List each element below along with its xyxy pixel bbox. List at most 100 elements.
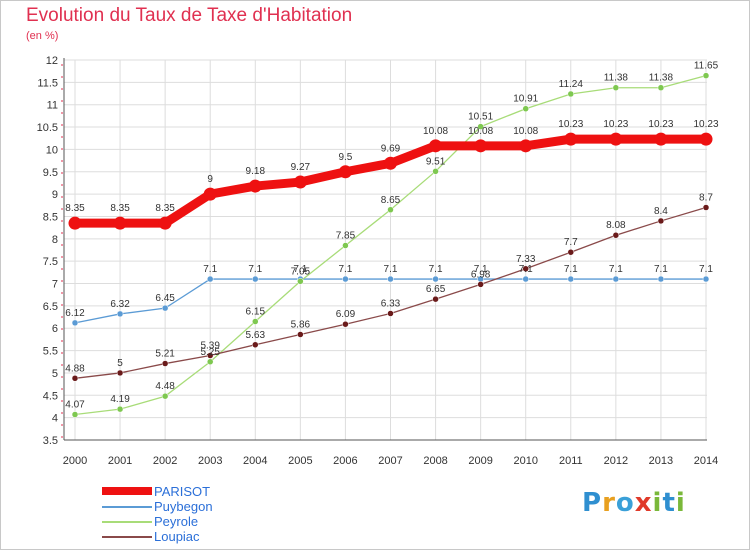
- data-label: 10.23: [648, 119, 673, 130]
- data-label: 10.23: [558, 119, 583, 130]
- data-point: [477, 281, 484, 288]
- data-point: [654, 132, 668, 146]
- data-point: [432, 295, 439, 303]
- data-label: 5.25: [200, 347, 220, 358]
- data-point: [699, 132, 713, 146]
- data-label: 10.08: [423, 126, 448, 137]
- data-label: 7.1: [293, 264, 307, 275]
- data-label: 9: [207, 174, 213, 185]
- data-label: 10.91: [513, 94, 538, 105]
- data-label: 8.35: [155, 203, 175, 214]
- data-label: 4.88: [65, 363, 85, 374]
- data-label: 10.23: [603, 119, 628, 130]
- data-label: 7.1: [429, 264, 443, 275]
- data-point: [71, 319, 79, 327]
- data-point: [342, 275, 349, 283]
- y-tick-label: 10: [46, 144, 58, 156]
- data-label: 7.1: [609, 264, 623, 275]
- data-point: [609, 132, 623, 146]
- data-label: 8.08: [606, 220, 626, 231]
- legend-label: Loupiac: [154, 529, 200, 544]
- data-point: [71, 375, 79, 382]
- data-label: 6.33: [381, 298, 401, 309]
- data-label: 9.51: [426, 156, 446, 167]
- logo-letter: i: [652, 488, 663, 518]
- legend-swatch: [102, 536, 152, 538]
- data-label: 6.09: [336, 309, 356, 320]
- y-tick-label: 11.5: [37, 77, 58, 89]
- data-label: 7.1: [474, 264, 488, 275]
- data-point: [612, 275, 620, 283]
- data-label: 8.35: [110, 203, 130, 214]
- data-point: [432, 168, 439, 175]
- data-label: 6.65: [426, 284, 446, 295]
- data-point: [567, 275, 575, 283]
- logo-letter: t: [662, 488, 676, 518]
- data-label: 4.48: [155, 381, 175, 392]
- x-tick-label: 2012: [604, 455, 628, 467]
- legend-label: Puybegon: [154, 499, 213, 514]
- data-point: [657, 275, 665, 283]
- data-label: 6.98: [471, 269, 491, 280]
- data-point: [387, 206, 394, 214]
- data-label: 9.69: [381, 143, 401, 154]
- y-tick-label: 7: [52, 279, 58, 291]
- data-label: 7.1: [384, 264, 398, 275]
- data-point: [161, 392, 169, 400]
- logo-letter: o: [615, 488, 635, 518]
- y-tick-label: 11: [47, 100, 58, 112]
- data-label: 5.39: [200, 341, 220, 352]
- y-tick-label: 9.5: [43, 167, 58, 179]
- data-point: [68, 216, 82, 230]
- y-tick-label: 8.5: [43, 211, 58, 223]
- y-tick-label: 5: [52, 368, 58, 380]
- x-tick-label: 2002: [153, 455, 177, 467]
- data-label: 7.1: [699, 264, 713, 275]
- data-point: [342, 242, 349, 249]
- data-label: 4.19: [110, 394, 130, 405]
- data-point: [161, 360, 169, 367]
- x-tick-label: 2003: [198, 455, 222, 467]
- data-point: [432, 275, 439, 283]
- plot-area: [64, 60, 707, 440]
- data-point: [612, 231, 620, 239]
- data-label: 7.85: [336, 231, 356, 242]
- x-tick-label: 2011: [559, 455, 583, 467]
- logo-letter: P: [582, 488, 603, 518]
- data-point: [702, 275, 710, 283]
- data-point: [297, 278, 304, 285]
- x-tick-label: 2004: [243, 455, 267, 467]
- data-point: [612, 84, 620, 91]
- data-label: 8.65: [381, 195, 401, 206]
- x-tick-label: 2008: [423, 455, 447, 467]
- data-label: 7.1: [654, 264, 668, 275]
- data-label: 7.1: [248, 264, 262, 275]
- y-tick-label: 10.5: [37, 122, 58, 134]
- data-point: [206, 358, 214, 366]
- data-label: 9.18: [246, 166, 266, 177]
- data-label: 7.1: [564, 264, 578, 275]
- data-label: 9.5: [338, 152, 352, 163]
- data-label: 5: [117, 358, 123, 369]
- data-label: 10.51: [468, 112, 493, 123]
- data-point: [252, 275, 259, 283]
- data-label: 7.1: [519, 264, 533, 275]
- x-tick-label: 2013: [649, 455, 673, 467]
- data-point: [342, 320, 349, 328]
- x-tick-label: 2001: [108, 455, 132, 467]
- y-tick-label: 8: [52, 234, 58, 246]
- data-point: [702, 72, 710, 79]
- y-tick-label: 7.5: [43, 256, 58, 268]
- data-point: [567, 248, 575, 256]
- data-point: [474, 139, 488, 153]
- data-point: [293, 175, 307, 189]
- data-point: [657, 84, 665, 91]
- data-point: [657, 217, 665, 225]
- data-point: [116, 310, 124, 318]
- data-point: [519, 139, 533, 153]
- logo-letter: r: [602, 488, 616, 518]
- data-label: 7.1: [338, 264, 352, 275]
- data-point: [387, 310, 394, 317]
- chart-title: Evolution du Taux de Taxe d'Habitation: [26, 5, 353, 26]
